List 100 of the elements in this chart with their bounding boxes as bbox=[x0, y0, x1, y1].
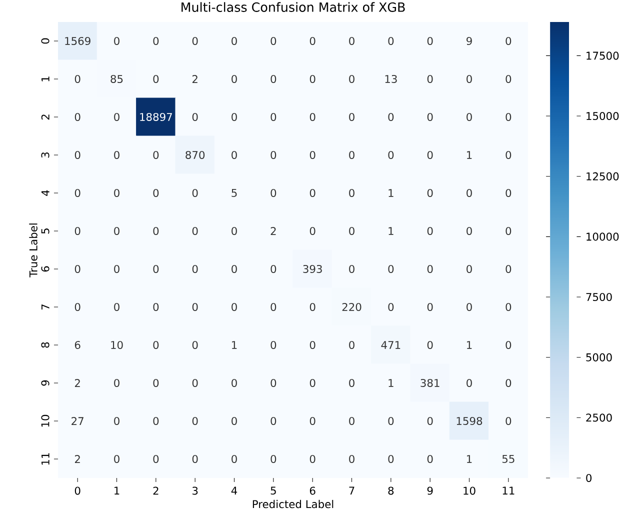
data-label: 10 bbox=[111, 340, 123, 350]
data-label: 0 bbox=[427, 340, 433, 350]
data-label: 0 bbox=[153, 36, 159, 46]
data-label: 18897 bbox=[140, 112, 172, 122]
data-label: 0 bbox=[153, 188, 159, 198]
data-label: 0 bbox=[192, 188, 198, 198]
data-label: 0 bbox=[466, 188, 472, 198]
data-label: 0 bbox=[192, 264, 198, 274]
data-label: 85 bbox=[110, 74, 123, 84]
data-label: 0 bbox=[506, 150, 512, 160]
data-label: 0 bbox=[270, 112, 276, 122]
data-label: 0 bbox=[506, 112, 512, 122]
data-label: 0 bbox=[114, 378, 120, 388]
data-label: 0 bbox=[427, 416, 433, 426]
data-label: 0 bbox=[153, 302, 159, 312]
data-label: 870 bbox=[186, 150, 205, 160]
data-label: 0 bbox=[349, 74, 354, 84]
color-bar-label: 5000 bbox=[586, 353, 612, 362]
y-tick-label: 5 bbox=[41, 228, 50, 234]
data-label: 0 bbox=[114, 188, 120, 198]
data-label: 1569 bbox=[65, 36, 90, 46]
data-label: 0 bbox=[506, 264, 512, 274]
data-label: 0 bbox=[349, 112, 354, 122]
data-label: 0 bbox=[114, 226, 120, 236]
data-label: 13 bbox=[385, 74, 397, 84]
data-label: 0 bbox=[427, 302, 433, 312]
data-label: 0 bbox=[310, 36, 316, 46]
data-label: 0 bbox=[310, 340, 316, 350]
y-tick-label: 10 bbox=[41, 414, 50, 427]
x-tick-label: 2 bbox=[153, 486, 158, 495]
data-label: 0 bbox=[388, 416, 394, 426]
data-label: 0 bbox=[349, 340, 354, 350]
data-label: 0 bbox=[270, 264, 276, 274]
data-label: 0 bbox=[506, 36, 512, 46]
data-label: 0 bbox=[310, 150, 316, 160]
data-label: 0 bbox=[427, 454, 433, 464]
data-label: 0 bbox=[192, 112, 198, 122]
x-tick-label: 8 bbox=[388, 486, 394, 495]
color-bar-label: 7500 bbox=[586, 292, 612, 302]
data-label: 0 bbox=[153, 416, 159, 426]
data-label: 0 bbox=[232, 112, 237, 122]
data-label: 0 bbox=[349, 150, 354, 160]
data-label: 0 bbox=[270, 454, 276, 464]
y-axis-title: True Label bbox=[29, 224, 38, 278]
color-bar-label: 10000 bbox=[586, 232, 619, 241]
data-label: 0 bbox=[466, 264, 472, 274]
data-label: 0 bbox=[153, 74, 159, 84]
data-label: 0 bbox=[74, 112, 80, 122]
data-label: 0 bbox=[192, 416, 198, 426]
data-label: 0 bbox=[388, 112, 394, 122]
data-label: 0 bbox=[232, 264, 237, 274]
data-label: 0 bbox=[270, 378, 276, 388]
data-label: 0 bbox=[310, 226, 316, 236]
data-label: 471 bbox=[381, 341, 400, 349]
data-label: 0 bbox=[506, 416, 512, 426]
data-label: 0 bbox=[114, 454, 120, 464]
data-label: 0 bbox=[74, 264, 80, 274]
x-tick-label: 6 bbox=[310, 486, 316, 495]
data-label: 0 bbox=[74, 74, 80, 84]
x-tick-label: 5 bbox=[270, 486, 276, 495]
data-label: 1 bbox=[388, 379, 394, 387]
data-label: 0 bbox=[114, 36, 120, 46]
data-label: 0 bbox=[232, 378, 237, 388]
data-label: 0 bbox=[310, 416, 316, 426]
x-tick-label: 3 bbox=[192, 486, 198, 495]
data-label: 0 bbox=[506, 226, 512, 236]
data-label: 0 bbox=[270, 74, 276, 84]
x-tick-label: 9 bbox=[427, 486, 433, 495]
data-label: 0 bbox=[310, 302, 316, 312]
data-label: 0 bbox=[270, 150, 276, 160]
data-label: 0 bbox=[232, 416, 237, 426]
data-label: 0 bbox=[349, 226, 354, 236]
data-label: 0 bbox=[232, 74, 237, 84]
data-label: 0 bbox=[466, 74, 472, 84]
color-bar-label: 12500 bbox=[586, 172, 619, 180]
data-label: 0 bbox=[114, 264, 120, 274]
y-tick-label: 2 bbox=[41, 114, 50, 120]
data-label: 1598 bbox=[456, 416, 482, 426]
data-label: 0 bbox=[310, 454, 316, 464]
data-label: 0 bbox=[427, 188, 433, 198]
y-tick-label: 0 bbox=[41, 38, 50, 44]
y-tick-label: 6 bbox=[41, 266, 50, 272]
x-tick-label: 7 bbox=[349, 486, 354, 494]
color-bar-label: 15000 bbox=[586, 112, 619, 120]
y-tick-label: 8 bbox=[41, 342, 50, 348]
data-label: 1 bbox=[232, 341, 237, 349]
x-tick-label: 11 bbox=[502, 486, 514, 494]
data-label: 1 bbox=[467, 151, 472, 159]
x-axis-title: Predicted Label bbox=[252, 500, 334, 508]
data-label: 0 bbox=[192, 340, 198, 350]
x-tick-label: 0 bbox=[74, 486, 80, 495]
data-label: 381 bbox=[420, 378, 440, 388]
data-label: 0 bbox=[192, 36, 198, 46]
data-label: 0 bbox=[349, 36, 354, 46]
y-tick-label: 9 bbox=[41, 380, 50, 386]
data-label: 0 bbox=[74, 188, 80, 198]
x-tick-label: 10 bbox=[464, 486, 476, 495]
data-label: 2 bbox=[74, 455, 80, 463]
data-label: 393 bbox=[303, 264, 322, 274]
data-label: 0 bbox=[192, 302, 198, 312]
